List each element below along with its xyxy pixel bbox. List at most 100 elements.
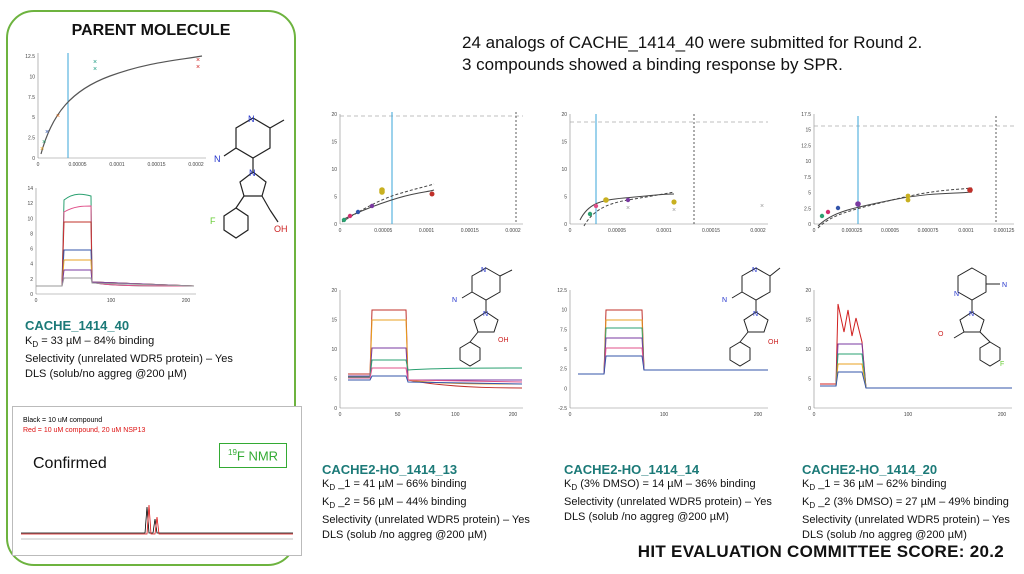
y-tick-label: 5 [334, 195, 337, 201]
y-tick-label: 10 [27, 216, 33, 222]
svg-text:OH: OH [768, 339, 779, 346]
svg-text:F: F [210, 216, 216, 226]
committee-score: HIT EVALUATION COMMITTEE SCORE: 20.2 [637, 542, 1004, 561]
parent-structure-drawing: N N N F OH [210, 114, 288, 239]
y-tick-label: 20 [805, 288, 811, 294]
cmpd20-binding-chart: 0 2.5 5 7.5 10 12.5 15 17.5 0 0.000025 0.00005 0.00… [792, 108, 1018, 240]
cmpd13-dls: DLS (solub /no aggreg @200 µM) [322, 529, 487, 542]
y-tick-label: 5 [808, 191, 811, 197]
y-tick-label: 0 [564, 386, 567, 392]
sensorgram-traces [36, 193, 195, 287]
y-tick-label: 0 [32, 156, 35, 162]
cmpd20-kd2: KD _2 (3% DMSO) = 27 µM – 49% binding [802, 496, 1009, 511]
y-tick-label: 15 [805, 128, 811, 134]
y-tick-label: 20 [331, 112, 337, 118]
headline-line2: 3 compounds showed a binding response by… [462, 55, 843, 74]
svg-text:N: N [248, 114, 255, 124]
y-tick-label: 15 [331, 140, 337, 146]
data-point: × [626, 205, 630, 212]
data-point [593, 203, 599, 209]
y-tick-label: 2 [30, 277, 33, 283]
data-point [967, 187, 973, 193]
svg-text:N: N [481, 267, 486, 274]
y-tick-label: 0 [30, 292, 33, 298]
y-tick-label: 10 [561, 308, 567, 314]
fit-curve [817, 191, 973, 227]
data-point [905, 197, 911, 203]
x-tick-label: 0.0001 [958, 228, 974, 234]
y-tick-label: 10 [331, 167, 337, 173]
x-tick-label: 0.0002 [188, 162, 204, 168]
y-tick-label: 2.5 [804, 206, 811, 212]
fit-curve-dashed [817, 187, 973, 229]
x-tick-label: 0.00015 [702, 228, 720, 234]
data-point: × [93, 66, 97, 73]
x-tick-label: 0 [569, 412, 572, 418]
cmpd20-details: KD _1 = 36 µM – 62% binding KD _2 (3% DM… [802, 477, 1010, 543]
fit-curve [341, 189, 435, 221]
svg-text:N: N [483, 311, 488, 318]
data-point [625, 197, 631, 203]
cmpd14-name: CACHE2-HO_1414_14 [564, 462, 700, 477]
parent-sensorgram-chart: 0 2 4 6 8 10 12 14 0 100 200 [14, 182, 200, 310]
x-tick-label: 200 [998, 412, 1007, 418]
svg-text:O: O [938, 331, 944, 338]
y-tick-label: 5 [808, 377, 811, 383]
svg-text:N: N [722, 297, 727, 304]
parent-compound-name: CACHE_1414_40 [25, 318, 130, 333]
cmpd14-selectivity: Selectivity (unrelated WDR5 protein) – Y… [564, 496, 772, 509]
svg-text:N: N [954, 291, 959, 298]
cmpd13-details: KD _1 = 41 µM – 66% binding KD _2 = 56 µ… [322, 477, 530, 543]
x-tick-label: 0.00005 [608, 228, 626, 234]
svg-text:F: F [1000, 361, 1004, 368]
data-point [587, 211, 593, 217]
y-tick-label: 0 [808, 222, 811, 228]
y-tick-label: 12.5 [801, 143, 811, 149]
y-tick-label: 12.5 [557, 288, 567, 294]
x-tick-label: 0 [35, 298, 38, 304]
cmpd13-selectivity: Selectivity (unrelated WDR5 protein) – Y… [322, 514, 530, 527]
svg-text:N: N [752, 267, 757, 274]
svg-text:N: N [214, 154, 221, 164]
cmpd14-binding-chart: × × × 0 5 10 15 20 0 0.00005 0.0001 0.00015 0.000… [544, 108, 772, 240]
data-point: × [196, 64, 200, 71]
cmpd13-name: CACHE2-HO_1414_13 [322, 462, 458, 477]
cmpd14-info: CACHE2-HO_1414_14 KD (3% DMSO) = 14 µM –… [564, 462, 772, 525]
y-tick-label: 15 [561, 140, 567, 146]
cmpd20-kd1: KD _1 = 36 µM – 62% binding [802, 478, 947, 493]
y-tick-label: 7.5 [28, 95, 35, 101]
headline-line1: 24 analogs of CACHE_1414_40 were submitt… [462, 33, 923, 52]
x-tick-label: 200 [754, 412, 763, 418]
x-tick-label: 0.000075 [918, 228, 939, 234]
y-tick-label: 4 [30, 262, 33, 268]
y-tick-label: 10 [805, 347, 811, 353]
data-point [855, 201, 861, 207]
data-point [429, 191, 435, 197]
cmpd13-kd2: KD _2 = 56 µM – 44% binding [322, 496, 467, 511]
y-tick-label: 7.5 [560, 327, 567, 333]
parent-kd: KD = 33 µM – 84% binding [25, 335, 155, 350]
nmr-legend-black: Black = 10 uM compound [23, 417, 103, 424]
fit-curve-dashed [341, 183, 435, 223]
y-tick-label: 12 [27, 201, 33, 207]
x-tick-label: 0 [339, 228, 342, 234]
x-tick-label: 0.00015 [461, 228, 479, 234]
y-tick-label: 10 [331, 347, 337, 353]
y-tick-label: 7.5 [804, 175, 811, 181]
y-tick-label: 15 [805, 318, 811, 324]
nmr-method-badge: 19F NMR [219, 443, 288, 469]
x-tick-label: 200 [509, 412, 518, 418]
x-tick-label: 0 [569, 228, 572, 234]
y-tick-label: 14 [27, 186, 33, 192]
y-tick-label: 10 [29, 74, 35, 80]
cmpd20-selectivity: Selectivity (unrelated WDR5 protein) – Y… [802, 514, 1010, 527]
y-tick-label: 20 [331, 288, 337, 294]
parent-title: PARENT MOLECULE [71, 22, 231, 39]
data-point [347, 213, 353, 219]
cmpd20-structure-drawing: N N N O F [938, 267, 1007, 368]
data-point [825, 209, 831, 215]
parent-dls: DLS (solub/no aggreg @200 µM) [25, 368, 187, 381]
x-tick-label: 100 [904, 412, 913, 418]
